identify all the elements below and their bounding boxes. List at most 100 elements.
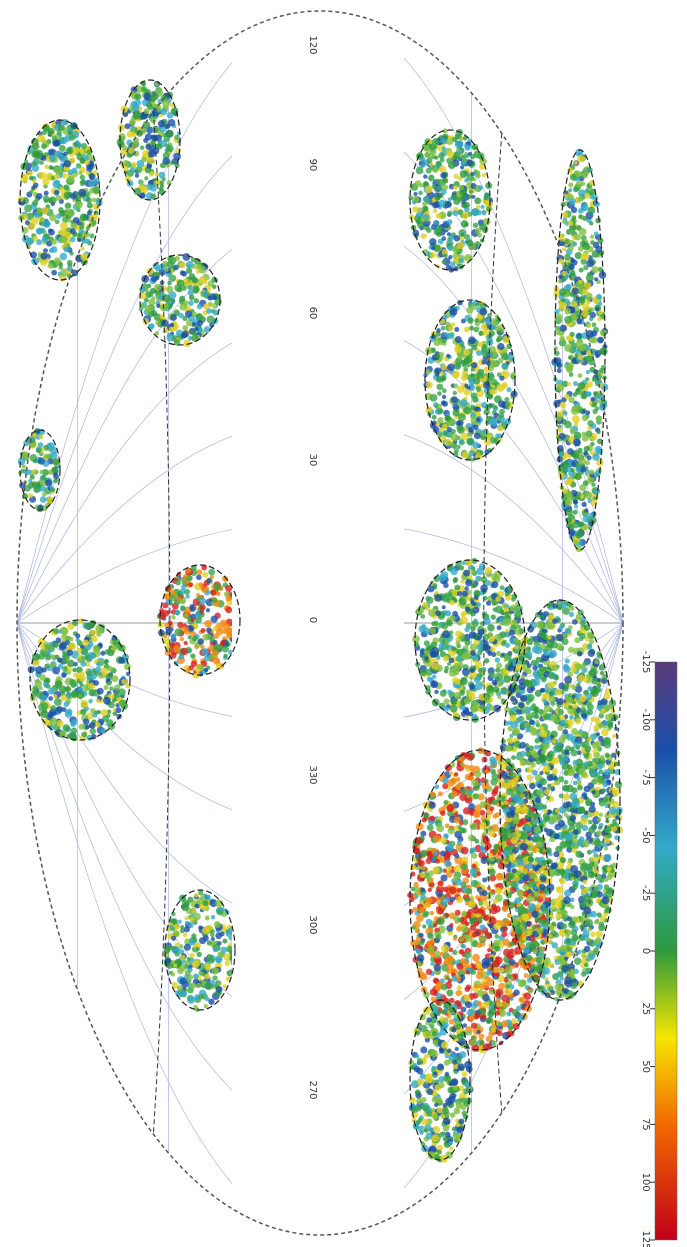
spot bbox=[89, 233, 94, 238]
spot bbox=[527, 977, 533, 983]
spot bbox=[510, 881, 516, 887]
spot bbox=[50, 662, 55, 667]
spot bbox=[485, 814, 491, 820]
spot bbox=[212, 597, 217, 602]
spot bbox=[67, 176, 74, 183]
spot bbox=[96, 662, 100, 666]
spot bbox=[446, 963, 453, 970]
spot bbox=[459, 827, 465, 833]
spot bbox=[474, 1013, 480, 1019]
spot bbox=[479, 640, 483, 644]
spot bbox=[88, 689, 95, 696]
spot bbox=[440, 851, 446, 857]
spot bbox=[481, 205, 485, 209]
spot bbox=[467, 789, 473, 795]
spot bbox=[474, 197, 481, 204]
spot bbox=[443, 698, 449, 704]
spot bbox=[189, 917, 194, 922]
spot bbox=[199, 610, 203, 614]
spot bbox=[223, 984, 227, 988]
spot bbox=[459, 937, 464, 942]
spot bbox=[513, 989, 519, 995]
spot bbox=[24, 204, 32, 212]
spot bbox=[469, 326, 474, 331]
spot bbox=[471, 823, 478, 830]
spot bbox=[67, 209, 75, 217]
spot bbox=[44, 199, 48, 203]
spot bbox=[197, 320, 203, 326]
spot bbox=[448, 245, 454, 251]
spot bbox=[453, 391, 457, 395]
spot bbox=[450, 568, 457, 575]
spot bbox=[469, 765, 475, 771]
spot bbox=[528, 988, 533, 993]
spot bbox=[450, 705, 458, 713]
spot bbox=[438, 643, 445, 650]
spot bbox=[56, 195, 62, 201]
spot bbox=[426, 875, 432, 881]
spot bbox=[437, 431, 443, 437]
spot bbox=[77, 654, 81, 658]
spot bbox=[70, 193, 76, 199]
spot bbox=[36, 193, 42, 199]
spot bbox=[417, 861, 422, 866]
spot bbox=[505, 591, 510, 596]
spot bbox=[482, 958, 490, 966]
spot bbox=[196, 314, 202, 320]
spot bbox=[118, 688, 126, 696]
spot bbox=[426, 969, 432, 975]
spot bbox=[32, 469, 36, 473]
spot bbox=[73, 673, 78, 678]
spot bbox=[53, 473, 59, 479]
spot bbox=[435, 353, 440, 358]
spot bbox=[518, 979, 526, 987]
spot bbox=[447, 779, 455, 787]
spot bbox=[464, 222, 469, 227]
spot bbox=[427, 824, 434, 831]
spot bbox=[444, 860, 451, 867]
spot bbox=[472, 907, 479, 914]
spot bbox=[445, 764, 452, 771]
spot bbox=[178, 654, 184, 660]
spot bbox=[489, 917, 497, 925]
spot bbox=[476, 942, 482, 948]
spot bbox=[501, 931, 507, 937]
spot bbox=[426, 897, 433, 904]
spot bbox=[482, 210, 487, 215]
spot bbox=[430, 252, 436, 258]
spot bbox=[474, 921, 480, 927]
spot bbox=[512, 619, 518, 625]
spot bbox=[482, 173, 486, 177]
spot bbox=[433, 209, 437, 213]
spot bbox=[111, 675, 118, 682]
spot bbox=[498, 852, 502, 856]
spot bbox=[457, 918, 462, 923]
spot bbox=[443, 253, 448, 258]
spot bbox=[514, 947, 522, 955]
spot bbox=[180, 977, 187, 984]
spot bbox=[468, 712, 473, 717]
spot bbox=[499, 609, 504, 614]
spot bbox=[201, 587, 207, 593]
spot bbox=[435, 859, 440, 864]
spot bbox=[32, 142, 40, 150]
spot bbox=[163, 303, 169, 309]
spot bbox=[453, 383, 458, 388]
spot bbox=[445, 416, 451, 422]
spot bbox=[526, 895, 533, 902]
spot bbox=[494, 405, 498, 409]
spot bbox=[483, 382, 490, 389]
spot bbox=[224, 654, 228, 658]
spot bbox=[182, 253, 190, 261]
spot bbox=[183, 933, 188, 938]
spot bbox=[459, 793, 467, 801]
spot bbox=[210, 590, 216, 596]
spot bbox=[455, 630, 462, 637]
spot bbox=[79, 675, 85, 681]
spot bbox=[93, 645, 101, 653]
spot bbox=[220, 907, 225, 912]
spot bbox=[471, 208, 479, 216]
spot bbox=[416, 220, 420, 224]
spot bbox=[35, 150, 43, 158]
spot bbox=[416, 213, 420, 217]
